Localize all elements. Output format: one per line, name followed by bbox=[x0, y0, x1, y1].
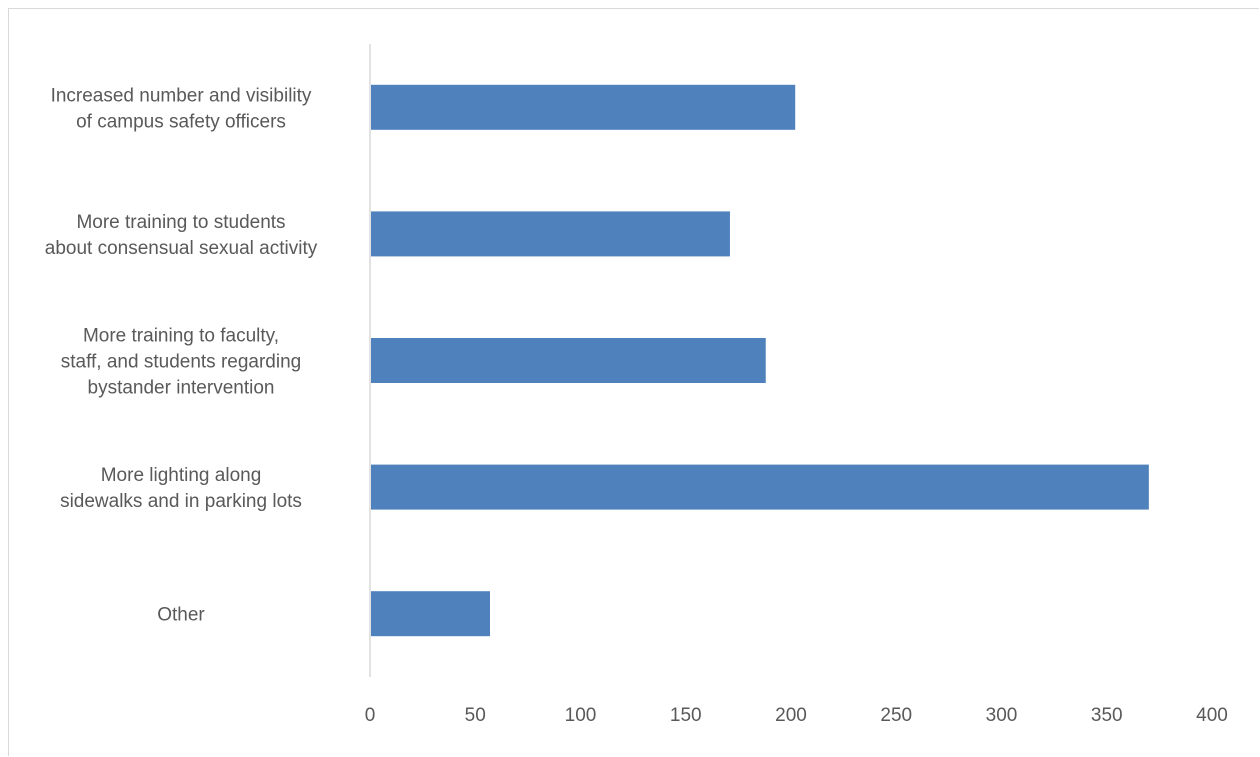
category-label-line: Increased number and visibility bbox=[51, 85, 312, 106]
category-label-line: sidewalks and in parking lots bbox=[60, 491, 302, 512]
bar bbox=[371, 464, 1149, 510]
category-label-line: More training to faculty, bbox=[83, 326, 279, 347]
chart-frame bbox=[8, 8, 1259, 756]
category-label: More lighting along sidewalks and in park… bbox=[60, 465, 302, 512]
category-label-line: Other bbox=[157, 605, 205, 626]
x-tick-label: 100 bbox=[565, 705, 597, 726]
category-label-line: More lighting along bbox=[101, 465, 262, 486]
x-tick-label: 250 bbox=[880, 705, 912, 726]
category-label-line: about consensual sexual activity bbox=[45, 238, 318, 259]
bars-group bbox=[371, 84, 1149, 637]
x-tick-label: 300 bbox=[986, 705, 1018, 726]
category-label-line: of campus safety officers bbox=[76, 111, 286, 132]
category-label-line: bystander intervention bbox=[88, 378, 275, 399]
category-label: More training to faculty, staff, and stud… bbox=[61, 326, 301, 399]
bar bbox=[371, 211, 730, 257]
category-label: More training to students about consensua… bbox=[45, 212, 318, 259]
category-label: Increased number and visibility of campus… bbox=[51, 85, 312, 132]
x-tick-label: 200 bbox=[775, 705, 807, 726]
category-label-line: staff, and students regarding bbox=[61, 352, 301, 373]
x-tick-label: 50 bbox=[465, 705, 486, 726]
bar bbox=[371, 338, 766, 383]
x-tick-label: 0 bbox=[365, 705, 376, 726]
category-labels: Increased number and visibility of campus… bbox=[45, 85, 318, 625]
bar bbox=[371, 591, 490, 637]
category-label: Other bbox=[157, 605, 205, 626]
x-tick-label: 150 bbox=[670, 705, 702, 726]
category-label-line: More training to students bbox=[76, 212, 285, 233]
x-tick-label: 350 bbox=[1091, 705, 1123, 726]
bar bbox=[371, 84, 796, 130]
x-tick-labels: 0 50 100 150 200 250 300 350 400 bbox=[365, 705, 1228, 726]
x-tick-label: 400 bbox=[1196, 705, 1228, 726]
